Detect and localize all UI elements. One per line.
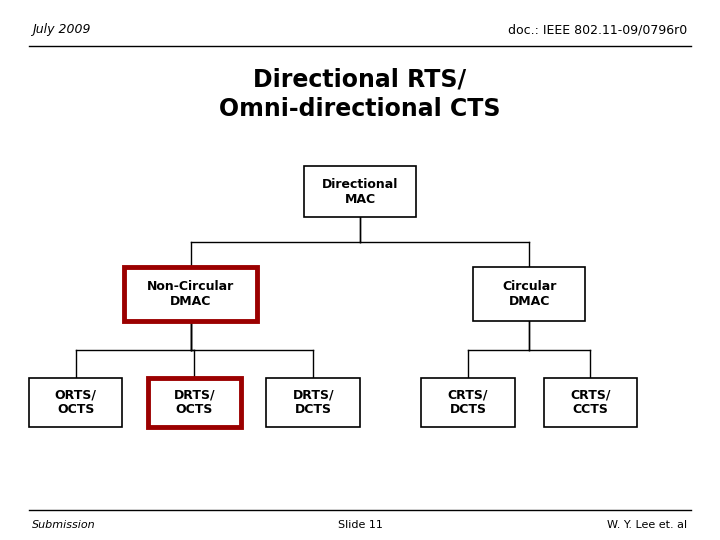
Text: Slide 11: Slide 11	[338, 520, 382, 530]
Text: CRTS/
DCTS: CRTS/ DCTS	[448, 388, 488, 416]
Text: July 2009: July 2009	[32, 23, 91, 36]
Text: DRTS/
OCTS: DRTS/ OCTS	[174, 388, 215, 416]
FancyBboxPatch shape	[125, 267, 258, 321]
FancyBboxPatch shape	[148, 378, 241, 427]
FancyBboxPatch shape	[421, 378, 515, 427]
Text: ORTS/
OCTS: ORTS/ OCTS	[55, 388, 96, 416]
Text: Directional RTS/
Omni-directional CTS: Directional RTS/ Omni-directional CTS	[220, 68, 500, 122]
Text: Non-Circular
DMAC: Non-Circular DMAC	[147, 280, 235, 308]
FancyBboxPatch shape	[474, 267, 585, 321]
Text: doc.: IEEE 802.11-09/0796r0: doc.: IEEE 802.11-09/0796r0	[508, 23, 688, 36]
FancyBboxPatch shape	[266, 378, 360, 427]
FancyBboxPatch shape	[304, 166, 416, 217]
Text: Circular
DMAC: Circular DMAC	[502, 280, 557, 308]
FancyBboxPatch shape	[544, 378, 637, 427]
Text: Directional
MAC: Directional MAC	[322, 178, 398, 206]
Text: W. Y. Lee et. al: W. Y. Lee et. al	[608, 520, 688, 530]
FancyBboxPatch shape	[29, 378, 122, 427]
Text: CRTS/
CCTS: CRTS/ CCTS	[570, 388, 611, 416]
Text: Submission: Submission	[32, 520, 96, 530]
Text: DRTS/
DCTS: DRTS/ DCTS	[292, 388, 334, 416]
